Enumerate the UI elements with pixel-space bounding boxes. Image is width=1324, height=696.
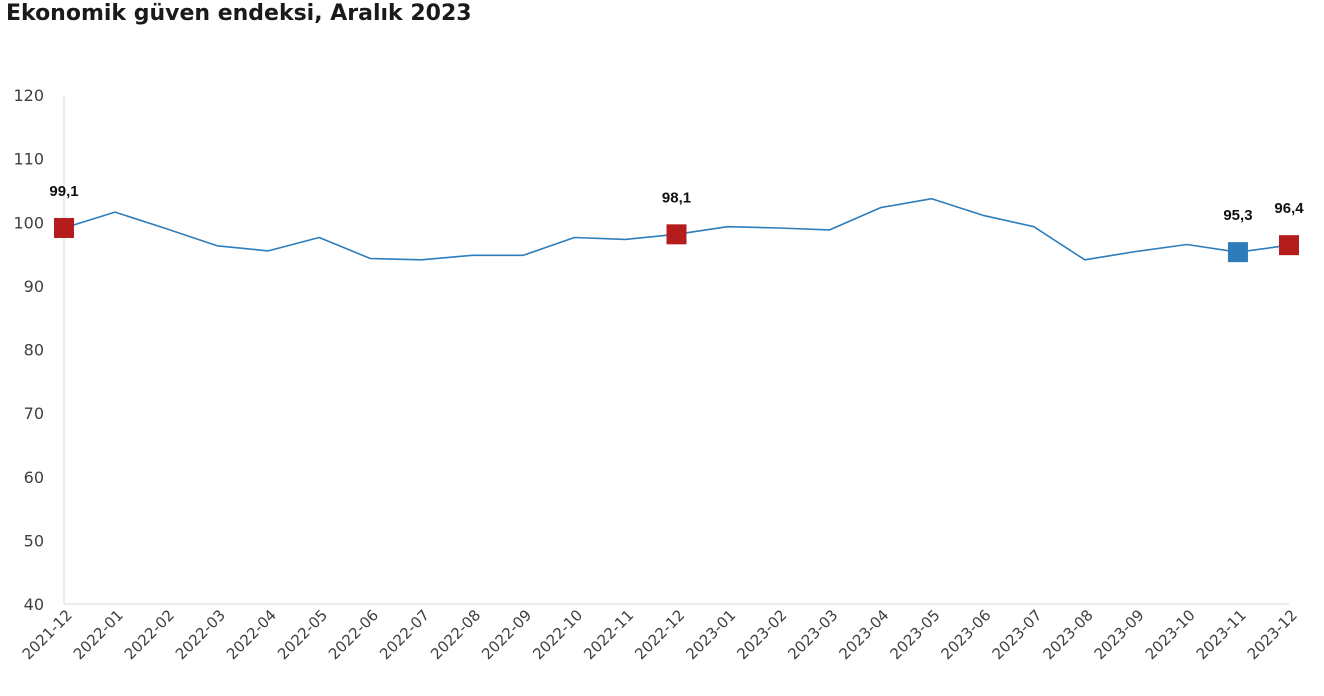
y-tick-label: 100 (13, 213, 44, 232)
x-tick-label: 2022-03 (172, 606, 229, 663)
x-tick-labels: 2021-122022-012022-022022-032022-042022-… (19, 606, 1301, 663)
highlight-marker (1227, 242, 1248, 263)
x-tick-label: 2023-09 (1091, 606, 1148, 663)
x-tick-label: 2023-11 (1193, 606, 1250, 663)
data-label: 98,1 (662, 189, 691, 206)
data-label: 95,3 (1223, 207, 1252, 224)
x-tick-label: 2023-04 (835, 606, 892, 663)
x-tick-label: 2023-06 (938, 606, 995, 663)
x-tick-label: 2023-05 (886, 606, 943, 663)
y-tick-label: 110 (13, 150, 44, 169)
x-tick-label: 2022-09 (478, 606, 535, 663)
data-label: 96,4 (1274, 200, 1304, 217)
x-tick-label: 2023-07 (989, 606, 1046, 663)
x-tick-label: 2023-08 (1040, 606, 1097, 663)
y-tick-label: 70 (24, 404, 44, 423)
x-tick-label: 2023-02 (733, 606, 790, 663)
y-tick-label: 50 (24, 531, 44, 550)
x-tick-label: 2022-10 (529, 606, 586, 663)
y-tick-label: 90 (24, 277, 44, 296)
x-tick-label: 2022-01 (70, 606, 127, 663)
x-tick-label: 2021-12 (19, 606, 76, 663)
x-tick-label: 2022-04 (223, 606, 280, 663)
x-tick-label: 2023-03 (784, 606, 841, 663)
x-tick-label: 2022-11 (580, 606, 637, 663)
x-tick-label: 2022-12 (631, 606, 688, 663)
x-tick-label: 2023-12 (1244, 606, 1301, 663)
y-tick-label: 40 (24, 595, 44, 614)
data-labels: 99,1 98,1 95,3 96,4 (49, 183, 1304, 224)
x-tick-label: 2023-10 (1142, 606, 1199, 663)
highlight-marker (1279, 235, 1299, 256)
x-tick-label: 2022-08 (427, 606, 484, 663)
x-tick-label: 2022-05 (274, 606, 331, 663)
x-tick-label: 2022-02 (121, 606, 178, 663)
highlight-marker (666, 224, 687, 245)
x-tick-label: 2023-01 (682, 606, 739, 663)
x-tick-label: 2022-06 (325, 606, 382, 663)
y-tick-label: 120 (13, 86, 44, 105)
x-tick-label: 2022-07 (376, 606, 433, 663)
data-label: 99,1 (49, 183, 78, 200)
axes (63, 95, 1289, 605)
y-tick-label: 60 (24, 468, 44, 487)
chart-title: Ekonomik güven endeksi, Aralık 2023 (6, 1, 472, 26)
y-tick-label: 80 (24, 341, 44, 360)
highlight-marker (54, 217, 74, 238)
y-tick-labels: 40 50 60 70 80 90 100 110 120 (13, 86, 44, 614)
highlight-markers (54, 217, 1299, 263)
